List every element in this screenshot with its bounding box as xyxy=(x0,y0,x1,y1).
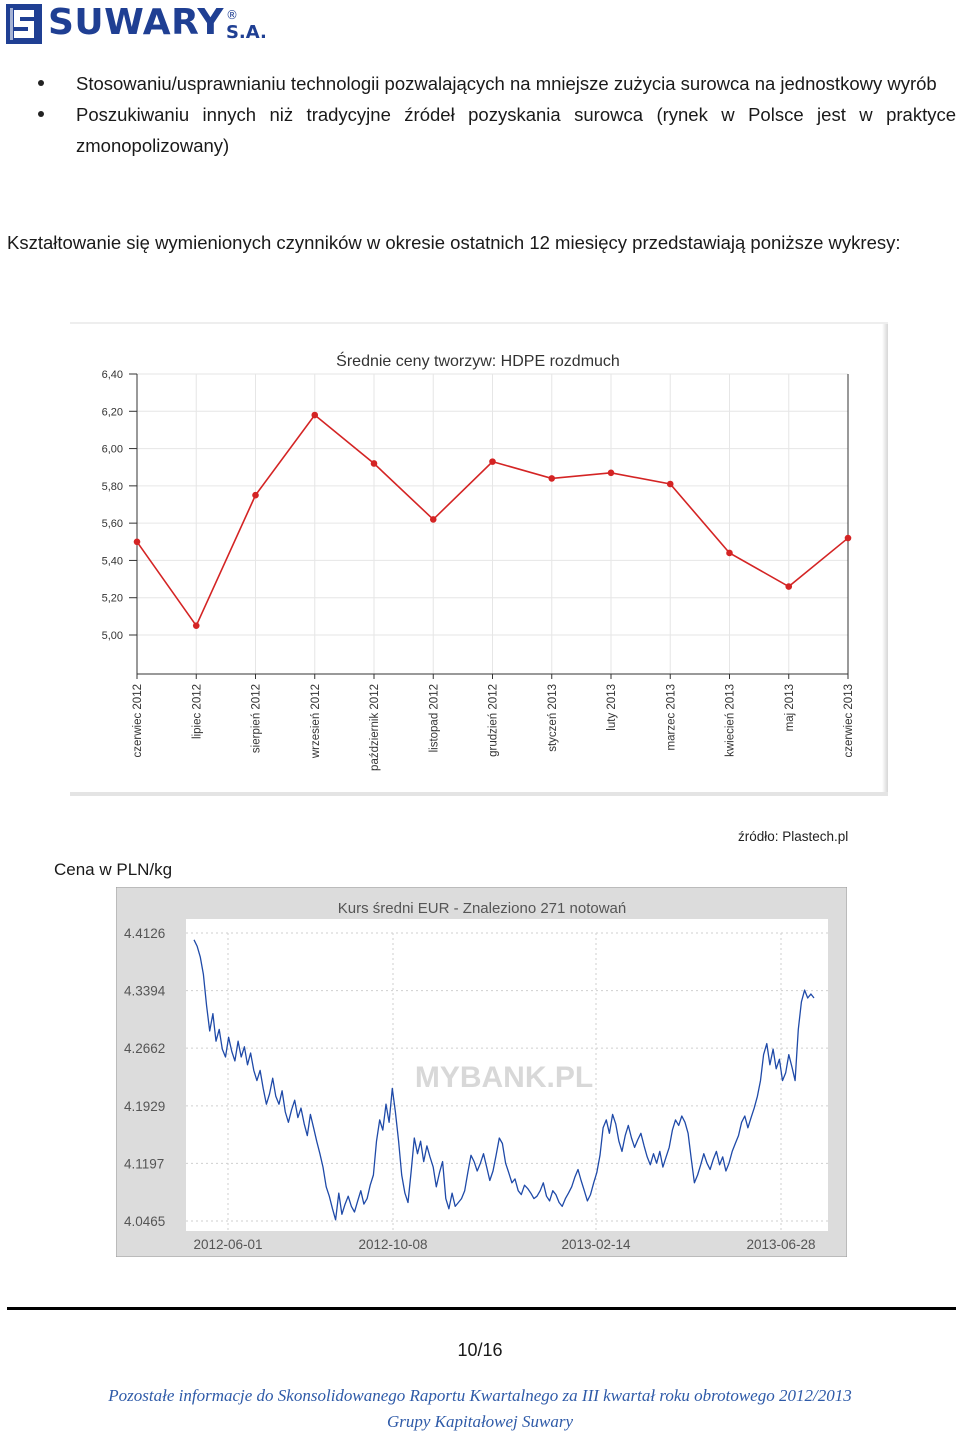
chart-axes xyxy=(129,373,849,679)
x-tick-label: 2012-10-08 xyxy=(358,1237,427,1252)
y-tick-label: 5,20 xyxy=(102,593,123,605)
x-tick-label: 2013-02-14 xyxy=(561,1237,631,1252)
y-tick-labels: 4.4126 4.3394 4.2662 4.1929 4.1197 4.0465 xyxy=(124,926,166,1229)
chart-source: źródło: Plastech.pl xyxy=(738,829,849,844)
y-tick-label: 5,80 xyxy=(102,481,123,493)
y-tick-label: 5,40 xyxy=(102,555,123,567)
y-tick-label: 5,00 xyxy=(102,630,123,642)
y-tick-label: 6,00 xyxy=(102,444,123,456)
data-point xyxy=(548,475,556,482)
data-point xyxy=(489,458,496,465)
brand-name: SUWARY xyxy=(48,2,224,43)
x-tick-label: lipiec 2012 xyxy=(191,684,203,739)
registered-mark: ® xyxy=(225,8,238,22)
data-point xyxy=(726,549,733,557)
x-tick-label: 2013-06-28 xyxy=(746,1237,815,1252)
data-point xyxy=(666,480,674,488)
x-tick-label: sierpień 2012 xyxy=(251,684,263,753)
footer-line: Pozostałe informacje do Skonsolidowanego… xyxy=(108,1386,852,1405)
x-tick-label: czerwiec 2013 xyxy=(843,684,855,758)
x-tick-label: styczeń 2013 xyxy=(547,684,559,752)
bullet-list: Stosowaniu/usprawnianiu technologii pozw… xyxy=(38,68,956,161)
x-tick-label: marzec 2013 xyxy=(665,684,677,750)
x-tick-label: październik 2012 xyxy=(369,684,381,771)
x-tick-label: czerwiec 2012 xyxy=(132,684,144,758)
data-point xyxy=(370,460,378,467)
x-tick-label: 2012-06-01 xyxy=(193,1237,262,1252)
data-point xyxy=(429,516,437,523)
y-tick-label: 4.1929 xyxy=(124,1099,165,1114)
data-point xyxy=(311,411,319,419)
y-tick-label: 4.2662 xyxy=(124,1041,165,1056)
data-point xyxy=(133,538,141,546)
x-tick-label: luty 2013 xyxy=(606,684,618,731)
y-tick-label: 4.3394 xyxy=(124,984,166,999)
y-tick-label: 4.4126 xyxy=(124,926,165,941)
watermark: MYBANK.PL xyxy=(415,1061,593,1094)
intro-paragraph: Kształtowanie się wymienionych czynników… xyxy=(7,232,901,253)
unit-label: Cena w PLN/kg xyxy=(54,860,173,879)
data-point xyxy=(607,469,615,477)
data-point xyxy=(252,491,259,499)
company-logo: SUWARY ® S.A. xyxy=(6,2,267,48)
brand-suffix-text: S.A. xyxy=(225,22,267,43)
x-tick-label: listopad 2012 xyxy=(428,684,440,752)
data-point xyxy=(192,622,200,629)
hdpe-price-chart: Średnie ceny tworzyw: HDPE rozdmuch 6,40… xyxy=(70,322,888,796)
y-tick-label: 4.0465 xyxy=(124,1214,165,1229)
data-point xyxy=(844,534,852,542)
x-tick-label: grudzień 2012 xyxy=(488,684,500,757)
x-tick-labels: 2012-06-01 2012-10-08 2013-02-14 2013-06-28 xyxy=(193,1237,815,1252)
chart-title: Kurs średni EUR - Znaleziono 271 notowań xyxy=(338,900,627,917)
series-eur xyxy=(193,939,815,1221)
y-tick-labels: 6,40 6,20 6,00 5,80 5,60 5,40 5,20 5,00 xyxy=(102,369,123,642)
chart-title: Średnie ceny tworzyw: HDPE rozdmuch xyxy=(336,351,620,370)
x-tick-label: kwiecień 2013 xyxy=(725,684,737,757)
y-tick-label: 5,60 xyxy=(102,518,123,530)
suwary-logo-icon xyxy=(6,4,42,44)
x-tick-labels: czerwiec 2012 lipiec 2012 sierpień 2012 wrz… xyxy=(132,684,855,771)
x-tick-label: wrzesień 2012 xyxy=(310,684,322,759)
data-point xyxy=(785,583,793,590)
eur-rate-chart: Kurs średni EUR - Znaleziono 271 notowań… xyxy=(116,887,847,1257)
series-line xyxy=(193,939,815,1221)
x-tick-label: maj 2013 xyxy=(784,684,796,731)
brand-suffix: ® S.A. xyxy=(225,8,267,44)
footer-divider xyxy=(7,1307,956,1310)
y-tick-label: 4.1197 xyxy=(124,1156,164,1171)
footer-line: Grupy Kapitałowej Suwary xyxy=(386,1412,574,1431)
bullet-item: Stosowaniu/usprawnianiu technologii pozw… xyxy=(38,68,956,99)
y-tick-label: 6,40 xyxy=(102,369,123,381)
page-number: 10/16 xyxy=(457,1340,503,1360)
y-tick-label: 6,20 xyxy=(102,406,123,418)
bullet-item: Poszukiwaniu innych niż tradycyjne źróde… xyxy=(38,99,956,161)
series-hdpe xyxy=(133,411,852,629)
